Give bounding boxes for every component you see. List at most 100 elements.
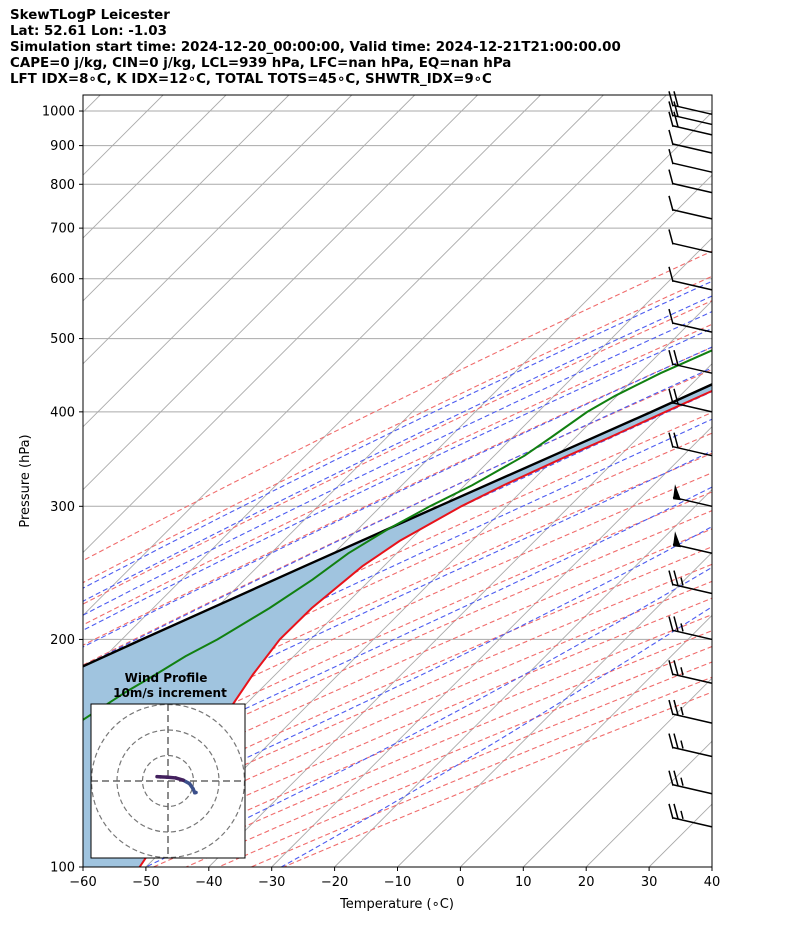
chart-header: SkewTLogP Leicester Lat: 52.61 Lon: -1.0… <box>10 8 621 88</box>
temperature-line <box>138 389 712 867</box>
time-line: Simulation start time: 2024-12-20_00:00:… <box>10 40 621 55</box>
wind-barb-staff <box>672 673 713 684</box>
wind-barb-staff <box>672 162 713 173</box>
wind-barb <box>668 111 713 136</box>
wind-barb-flag <box>668 660 674 676</box>
isotherm-line <box>334 488 712 867</box>
index-line: LFT IDX=8∘C, K IDX=12∘C, TOTAL TOTS=45∘C… <box>10 72 492 87</box>
wind-barb-staff <box>672 784 713 795</box>
wind-barb <box>672 484 713 508</box>
wind-barb <box>668 91 713 116</box>
wind-barb-flag <box>673 770 679 786</box>
y-axis-label: Pressure (hPa) <box>18 434 33 527</box>
chart-title: SkewTLogP Leicester <box>10 8 170 23</box>
wind-barb-flag <box>668 349 674 366</box>
parcel-profile-line <box>83 383 712 668</box>
wind-barb-staff <box>672 629 713 641</box>
hodograph-frame <box>90 703 246 859</box>
wind-barb-flag <box>673 699 679 716</box>
moist-adiabat-line <box>83 327 712 631</box>
wind-barb-half-flag <box>680 667 684 676</box>
isotherm-line <box>83 95 604 617</box>
dry-adiabat-line <box>83 563 712 840</box>
wind-barb-staff <box>672 182 713 194</box>
wind-barb-flag <box>668 229 674 245</box>
wind-barb-flag <box>673 616 679 632</box>
wind-barb-pennant <box>673 531 681 548</box>
wind-barb-flag <box>673 660 679 676</box>
wind-barb-staff <box>672 114 713 126</box>
moist-adiabat-line <box>83 367 712 667</box>
wind-barb <box>668 733 713 758</box>
wind-barb-staff <box>672 242 713 254</box>
isotherm-line <box>145 300 712 867</box>
x-tick-label: 10 <box>515 875 532 890</box>
wind-barb-flag <box>673 432 679 448</box>
wind-barb-half-flag <box>680 623 684 632</box>
wind-barb-flag <box>668 803 674 820</box>
dry-adiabat-line <box>83 323 712 626</box>
y-tick-label: 700 <box>50 222 75 237</box>
wind-barb-flag <box>668 266 674 283</box>
dry-adiabat-line <box>153 630 712 867</box>
wind-barb-staff <box>672 104 713 116</box>
y-tick-label: 800 <box>50 178 75 193</box>
wind-barb-pennant <box>673 484 681 501</box>
wind-barb <box>668 308 713 333</box>
wind-barb <box>668 699 713 724</box>
wind-barb-flag <box>668 570 674 586</box>
wind-barb-flag <box>668 195 674 212</box>
y-tick-label: 500 <box>50 332 75 347</box>
y-tick-label: 900 <box>50 139 75 154</box>
isotherm-line <box>397 551 712 867</box>
wind-barb <box>668 129 713 154</box>
isotherm-line <box>83 95 667 679</box>
wind-barb-flag <box>673 101 679 117</box>
wind-barb-staff <box>672 125 713 136</box>
moist-adiabat-line <box>83 486 712 787</box>
wind-barb <box>668 770 713 795</box>
wind-barb <box>668 616 713 641</box>
y-tick-label: 300 <box>50 500 75 515</box>
y-tick-label: 400 <box>50 405 75 420</box>
isotherm-line <box>648 803 712 867</box>
x-tick-label: −10 <box>384 875 411 890</box>
wind-barb-flag <box>668 308 674 325</box>
dry-adiabat-line <box>83 300 712 605</box>
wind-barb-flag <box>668 111 674 128</box>
wind-barb-half-flag <box>680 740 684 749</box>
wind-barb-staff <box>672 402 713 413</box>
isotherm-line <box>775 95 794 867</box>
wind-barb-flag <box>673 91 679 107</box>
wind-barb-flag <box>668 149 674 165</box>
y-tick-label: 200 <box>50 633 75 648</box>
x-tick-label: 40 <box>704 875 721 890</box>
y-tick-label: 1000 <box>42 105 75 120</box>
wind-barb-staff <box>672 583 713 595</box>
wind-barb-flag <box>673 111 679 128</box>
wind-barb-flag <box>668 770 674 786</box>
isotherm-line <box>83 95 478 491</box>
wind-barb <box>668 432 713 457</box>
wind-barb-flag <box>673 570 679 586</box>
wind-barb-flag <box>673 803 679 820</box>
wind-barb <box>668 169 713 194</box>
isotherm-line <box>83 95 416 428</box>
moist-adiabat-line <box>83 280 712 589</box>
wind-barb-staff <box>672 445 713 457</box>
wind-barb-flag <box>668 432 674 448</box>
wind-barb <box>668 101 713 126</box>
wind-barb-staff <box>672 143 713 154</box>
x-tick-label: 0 <box>456 875 464 890</box>
moist-adiabat-line <box>281 606 712 867</box>
isotherm-line <box>208 363 712 867</box>
isotherm-line <box>83 95 541 554</box>
dry-adiabat-line <box>83 275 712 584</box>
moist-adiabat-line <box>83 346 712 648</box>
wind-barb-staff <box>672 817 713 828</box>
wind-barb-staff <box>672 713 713 724</box>
dry-adiabat-line <box>83 250 712 562</box>
x-tick-label: −30 <box>258 875 285 890</box>
dry-adiabat-line <box>250 676 712 867</box>
